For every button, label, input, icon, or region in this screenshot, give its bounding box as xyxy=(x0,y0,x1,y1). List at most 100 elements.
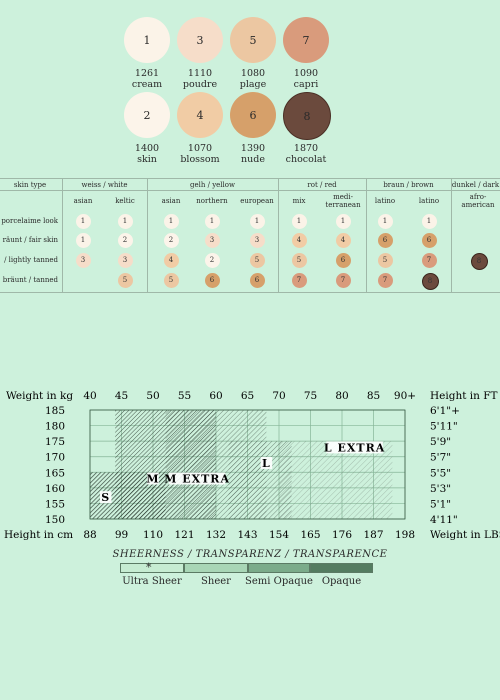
shade-dot-number: 2 xyxy=(168,236,174,244)
swatch-nude: 6 xyxy=(230,92,276,138)
shade-dot-number: 2 xyxy=(209,256,215,264)
skin-subheader: european xyxy=(229,197,285,205)
size-label-bg xyxy=(260,456,273,469)
size-label: L xyxy=(262,457,271,470)
shade-dot-number: 4 xyxy=(168,256,174,264)
swatch-code: 1070 xyxy=(187,143,213,154)
shade-dot-number: 7 xyxy=(426,256,432,264)
top-right-axis-label: Height in FT xyxy=(430,390,498,402)
lbs-tick: 110 xyxy=(143,529,163,541)
swatch-number: 2 xyxy=(143,108,151,122)
lbs-tick: 187 xyxy=(363,529,383,541)
shade-dot-number: 4 xyxy=(296,236,302,244)
swatch-code: 1870 xyxy=(293,143,319,154)
size-region-l-extra xyxy=(279,441,393,519)
ft-tick: 5'5" xyxy=(430,467,451,479)
swatch-poudre: 3 xyxy=(177,17,223,63)
skin-subheader-text: latino xyxy=(418,197,440,205)
shade-dot-number: 3 xyxy=(80,256,86,264)
shade-dot: 5 xyxy=(377,252,393,268)
shade-dot-number: 1 xyxy=(80,236,86,244)
shade-dot: 1 xyxy=(163,213,179,229)
swatch-name: nude xyxy=(241,154,265,165)
table-rule xyxy=(0,190,500,191)
size-label: S xyxy=(101,491,110,504)
swatch-number: 8 xyxy=(303,109,311,123)
skin-subheader-text: european xyxy=(240,197,274,205)
shade-dot-number: 1 xyxy=(80,217,86,225)
ft-tick: 5'1" xyxy=(430,498,451,510)
kg-tick: 50 xyxy=(146,390,159,402)
shade-dot-number: 1 xyxy=(168,217,174,225)
skin-subheader-text: afro- american xyxy=(461,193,495,209)
skin-group-header: rot / red xyxy=(307,181,337,189)
lbs-tick: 198 xyxy=(395,529,415,541)
skin-subheader: latino xyxy=(357,197,413,205)
skin-subheader: northern xyxy=(184,197,240,205)
kg-tick: 75 xyxy=(304,390,317,402)
sheerness-swatch xyxy=(184,563,248,573)
shade-dot: 1 xyxy=(377,213,393,229)
swatch-caption: 1390 nude xyxy=(218,143,288,165)
skin-group-header: braun / brown xyxy=(383,181,434,189)
shade-dot-number: 1 xyxy=(426,217,432,225)
shade-dot: 3 xyxy=(249,232,265,248)
shade-dot-number: 1 xyxy=(122,217,128,225)
size-label: M xyxy=(146,473,159,486)
lbs-tick: 99 xyxy=(115,529,128,541)
lbs-tick: 88 xyxy=(83,529,96,541)
shade-dot: 7 xyxy=(421,252,437,268)
shade-dot-number: 7 xyxy=(340,276,346,284)
skin-subheader-text: northern xyxy=(196,197,228,205)
lbs-tick: 132 xyxy=(206,529,226,541)
shade-dot: 1 xyxy=(249,213,265,229)
skin-row-label: / lightly tanned xyxy=(4,256,58,264)
swatch-name: capri xyxy=(293,79,319,90)
size-label-bg xyxy=(147,472,159,485)
shade-dot-number: 1 xyxy=(209,217,215,225)
top-left-axis-label: Weight in kg xyxy=(6,390,73,402)
swatch-code: 1080 xyxy=(240,68,266,79)
size-label-bg xyxy=(168,472,226,485)
swatch-code: 1261 xyxy=(134,68,160,79)
lbs-tick: 121 xyxy=(174,529,194,541)
shade-dot: 8 xyxy=(421,272,439,290)
ft-tick: 5'7" xyxy=(430,452,451,464)
shade-dot-number: 7 xyxy=(296,276,302,284)
skin-group-header: weiss / white xyxy=(81,181,128,189)
shade-dot: 6 xyxy=(421,232,437,248)
shade-dot: 2 xyxy=(163,232,179,248)
kg-tick: 90+ xyxy=(394,390,416,402)
skin-subheader: medi- terranean xyxy=(315,193,371,209)
shade-dot: 6 xyxy=(249,272,265,288)
skin-subheader: asian xyxy=(55,197,111,205)
ft-tick: 5'9" xyxy=(430,436,451,448)
sheerness-label: Semi Opaque xyxy=(245,576,313,587)
shade-dot-number: 5 xyxy=(382,256,388,264)
sheerness-marker: * xyxy=(146,561,152,574)
lbs-tick: 176 xyxy=(332,529,352,541)
swatch-name: poudre xyxy=(182,79,218,90)
table-divider xyxy=(278,178,279,292)
swatch-caption: 1110 poudre xyxy=(165,68,235,90)
shade-dot-number: 7 xyxy=(382,276,388,284)
cm-tick: 170 xyxy=(45,452,65,464)
swatch-plage: 5 xyxy=(230,17,276,63)
kg-tick: 80 xyxy=(335,390,348,402)
lbs-tick: 154 xyxy=(269,529,289,541)
chart-frame xyxy=(89,409,406,520)
shade-dot: 1 xyxy=(421,213,437,229)
shade-dot: 4 xyxy=(291,232,307,248)
kg-tick: 60 xyxy=(209,390,222,402)
ft-tick: 5'11" xyxy=(430,421,458,433)
shade-dot: 1 xyxy=(204,213,220,229)
skin-subheader-text: latino xyxy=(374,197,396,205)
sheerness-label: Sheer xyxy=(201,576,231,587)
table-rule xyxy=(0,292,500,293)
skin-group-header: dunkel / dark xyxy=(451,181,500,189)
shade-dot: 1 xyxy=(291,213,307,229)
skin-subheader: latino xyxy=(401,197,457,205)
swatch-caption: 1090 capri xyxy=(271,68,341,90)
shade-dot-number: 5 xyxy=(168,276,174,284)
shade-dot-number: 8 xyxy=(476,257,482,265)
